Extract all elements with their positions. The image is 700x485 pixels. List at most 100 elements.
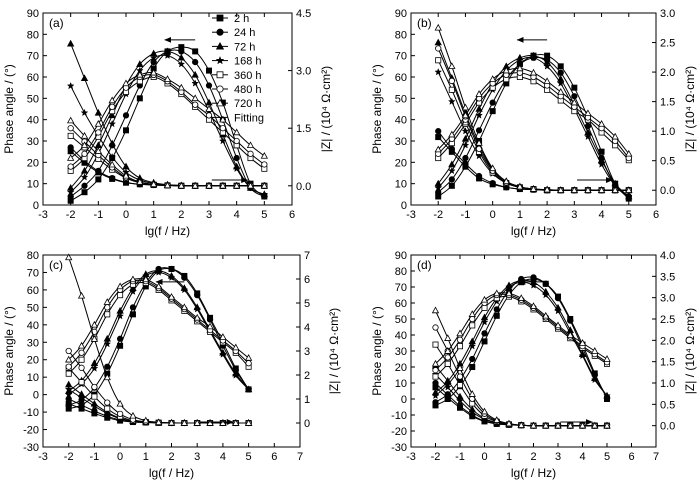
star-marker <box>167 273 176 282</box>
y-tick-label: 80 <box>395 29 407 41</box>
x-tick-label: -2 <box>64 451 74 463</box>
square-open-marker <box>456 343 463 350</box>
legend-item: 24 h <box>212 27 255 39</box>
circle-filled-marker <box>122 112 130 119</box>
x-tick-label: 5 <box>626 209 632 221</box>
y2-tick-label: 4.0 <box>660 250 675 262</box>
legend-label: 720 h <box>234 98 262 110</box>
triangle-open-marker <box>90 335 99 342</box>
circle-open-marker <box>432 324 439 331</box>
x-tick-label: 3 <box>194 451 200 463</box>
triangle-open-marker <box>103 373 111 381</box>
triangle-open-marker <box>578 339 587 346</box>
triangle-open-marker <box>431 306 440 314</box>
star-marker <box>80 173 89 181</box>
triangle-open-marker <box>154 418 163 426</box>
triangle-open-marker <box>116 282 124 290</box>
x-tick-label: -1 <box>455 451 465 463</box>
triangle-open-marker <box>150 68 158 76</box>
circle-filled-marker <box>475 127 483 134</box>
circle-filled-marker <box>91 407 98 415</box>
square-filled-marker <box>469 363 476 370</box>
triangle-open-marker <box>206 322 214 330</box>
star-marker <box>116 312 124 320</box>
y2-tick-label: 4 <box>304 322 310 334</box>
circle-open-marker <box>67 125 74 132</box>
triangle-open-marker <box>529 302 538 309</box>
chart-panel: -3 -2 -1 0 1 2 3 4 5 6 7-30-20-1001020304050607080… <box>370 250 697 480</box>
circle-open-marker <box>247 150 254 157</box>
y2-axis-label: |Z| / (10⁴ Ω·cm²) <box>683 66 697 152</box>
circle-filled-marker <box>489 99 496 106</box>
triangle-open-marker <box>566 421 574 429</box>
panel-label: (b) <box>417 16 432 30</box>
triangle-open-marker <box>154 282 163 290</box>
circle-filled-marker <box>206 316 214 323</box>
y-tick-label: 0 <box>401 394 407 406</box>
y2-tick-label: 1.5 <box>660 357 675 369</box>
series-480h <box>435 45 632 194</box>
plot-frame <box>410 12 657 206</box>
circle-open-marker <box>116 410 124 418</box>
triangle-open-marker <box>80 141 89 149</box>
triangle-open-marker <box>244 419 253 426</box>
star-marker <box>231 371 240 379</box>
triangle-open-marker <box>570 98 578 106</box>
legend-label: 360 h <box>234 70 262 82</box>
triangle-open-marker <box>65 253 73 261</box>
triangle-open-marker <box>177 83 185 91</box>
triangle-filled-marker <box>215 41 225 50</box>
triangle-open-marker <box>233 181 241 189</box>
star-marker <box>603 391 611 400</box>
x-tick-label: -1 <box>93 209 103 221</box>
circle-open-marker <box>444 354 451 361</box>
triangle-open-marker <box>597 186 606 193</box>
circle-filled-marker <box>475 172 483 180</box>
triangle-open-marker <box>77 291 86 299</box>
triangle-open-marker <box>232 343 240 351</box>
square-open-marker <box>432 341 439 348</box>
y-tick-label: 30 <box>395 346 407 358</box>
y-tick-label: -30 <box>23 442 39 454</box>
x-tick-label: 5 <box>604 451 610 463</box>
triangle-open-marker <box>90 320 99 328</box>
triangle-open-marker <box>246 141 255 149</box>
y2-tick-label: 0.5 <box>660 156 675 168</box>
x-tick-label: 2 <box>530 451 536 463</box>
legend-item: 168 h <box>212 56 262 68</box>
triangle-open-marker <box>136 178 144 185</box>
y-tick-label: 10 <box>27 372 39 384</box>
x-tick-label: 0 <box>490 209 496 221</box>
triangle-open-marker <box>180 303 189 311</box>
triangle-open-marker <box>584 109 592 117</box>
y-tick-label: 60 <box>395 72 407 84</box>
x-tick-label: 3 <box>555 451 561 463</box>
legend-item: Fitting <box>212 112 264 124</box>
legend-item: 720 h <box>212 98 262 110</box>
y-tick-label: 90 <box>395 250 407 262</box>
star-marker <box>180 285 189 294</box>
circle-filled-marker <box>435 128 442 135</box>
star-marker <box>447 166 456 175</box>
square-open-marker <box>216 71 224 79</box>
triangle-open-marker <box>603 421 611 429</box>
y-tick-label: 0 <box>33 200 39 212</box>
triangle-filled-marker <box>94 108 102 116</box>
star-marker <box>529 281 538 289</box>
series-720h <box>434 23 633 193</box>
triangle-open-marker <box>205 181 213 189</box>
star-marker <box>77 393 86 402</box>
triangle-open-marker <box>191 94 199 102</box>
triangle-open-marker <box>591 421 599 429</box>
x-tick-label: 4 <box>234 209 240 221</box>
square-filled-marker <box>192 48 199 55</box>
triangle-filled-marker <box>205 98 213 106</box>
x-tick-label: -2 <box>431 451 441 463</box>
square-open-marker <box>104 311 111 318</box>
triangle-open-marker <box>529 421 538 429</box>
triangle-open-marker <box>122 171 130 179</box>
triangle-open-marker <box>215 98 225 107</box>
y2-tick-label: 2.5 <box>660 38 675 50</box>
star-marker <box>66 81 75 90</box>
